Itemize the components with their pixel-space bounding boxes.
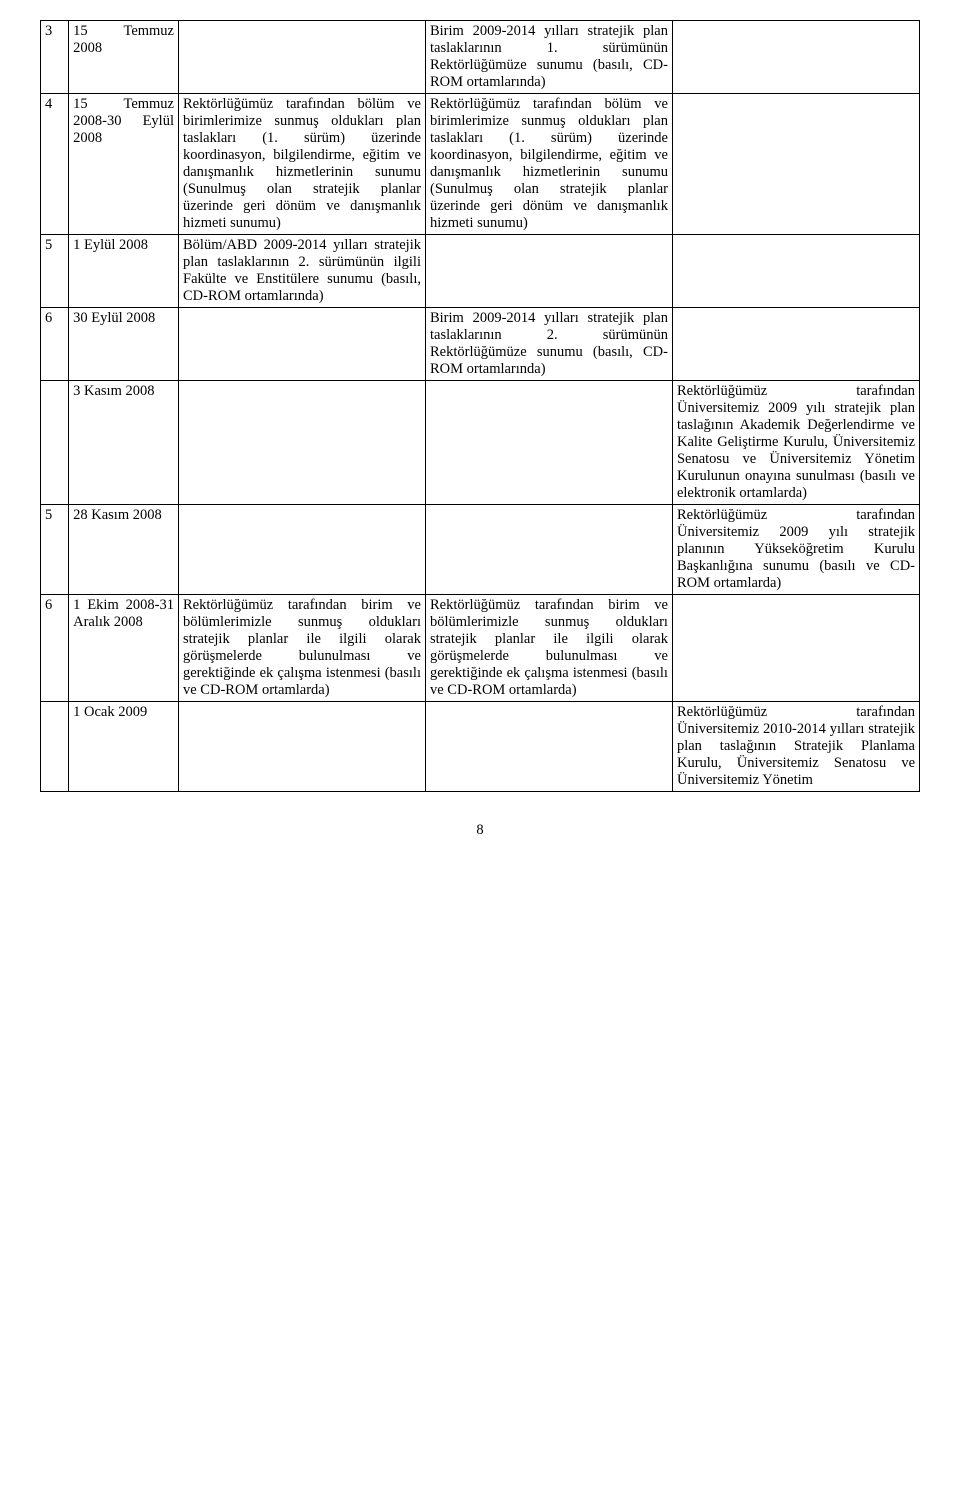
table-row: 61 Ekim 2008-31 Aralık 2008Rektörlüğümüz… [41,595,920,702]
cell-col2: Rektörlüğümüz tarafından birim ve bölüml… [179,595,426,702]
cell-col4: Rektörlüğümüz tarafından Üniversitemiz 2… [672,505,919,595]
cell-col2 [179,21,426,94]
table-row: 1 Ocak 2009 Rektörlüğümüz tarafından Üniv… [41,702,920,792]
cell-col2 [179,505,426,595]
cell-col4: Rektörlüğümüz tarafından Üniversitemiz 2… [672,702,919,792]
table-row: 315 Temmuz 2008 Birim 2009-2014 yılları s… [41,21,920,94]
table-row: 415 Temmuz 2008-30 Eylül 2008Rektörlüğüm… [41,94,920,235]
cell-col2: Bölüm/ABD 2009-2014 yılları stratejik pl… [179,235,426,308]
cell-num: 6 [41,595,69,702]
cell-col3: Birim 2009-2014 yılları stratejik plan t… [425,21,672,94]
cell-num [41,381,69,505]
cell-col4: Rektörlüğümüz tarafından Üniversitemiz 2… [672,381,919,505]
cell-col4 [672,595,919,702]
table-row: 630 Eylül 2008 Birim 2009-2014 yılları st… [41,308,920,381]
cell-col3 [425,505,672,595]
table-row: 528 Kasım 2008 Rektörlüğümüz tarafından Ü… [41,505,920,595]
cell-num [41,702,69,792]
cell-num: 4 [41,94,69,235]
plan-table: 315 Temmuz 2008 Birim 2009-2014 yılları s… [40,20,920,792]
cell-col3 [425,381,672,505]
cell-col3: Rektörlüğümüz tarafından bölüm ve biriml… [425,94,672,235]
cell-date: 1 Ekim 2008-31 Aralık 2008 [69,595,179,702]
cell-date: 1 Ocak 2009 [69,702,179,792]
cell-date: 28 Kasım 2008 [69,505,179,595]
cell-col3: Birim 2009-2014 yılları stratejik plan t… [425,308,672,381]
cell-col2 [179,308,426,381]
cell-num: 3 [41,21,69,94]
cell-col2 [179,381,426,505]
cell-date: 15 Temmuz 2008 [69,21,179,94]
cell-num: 5 [41,235,69,308]
cell-date: 3 Kasım 2008 [69,381,179,505]
cell-col4 [672,21,919,94]
cell-num: 6 [41,308,69,381]
cell-date: 1 Eylül 2008 [69,235,179,308]
table-row: 51 Eylül 2008Bölüm/ABD 2009-2014 yılları… [41,235,920,308]
cell-col4 [672,235,919,308]
cell-col2 [179,702,426,792]
cell-col3: Rektörlüğümüz tarafından birim ve bölüml… [425,595,672,702]
cell-col3 [425,702,672,792]
cell-col2: Rektörlüğümüz tarafından bölüm ve biriml… [179,94,426,235]
cell-date: 30 Eylül 2008 [69,308,179,381]
cell-col4 [672,308,919,381]
cell-col3 [425,235,672,308]
cell-col4 [672,94,919,235]
cell-date: 15 Temmuz 2008-30 Eylül 2008 [69,94,179,235]
cell-num: 5 [41,505,69,595]
page-number: 8 [40,822,920,839]
table-row: 3 Kasım 2008 Rektörlüğümüz tarafından Üni… [41,381,920,505]
